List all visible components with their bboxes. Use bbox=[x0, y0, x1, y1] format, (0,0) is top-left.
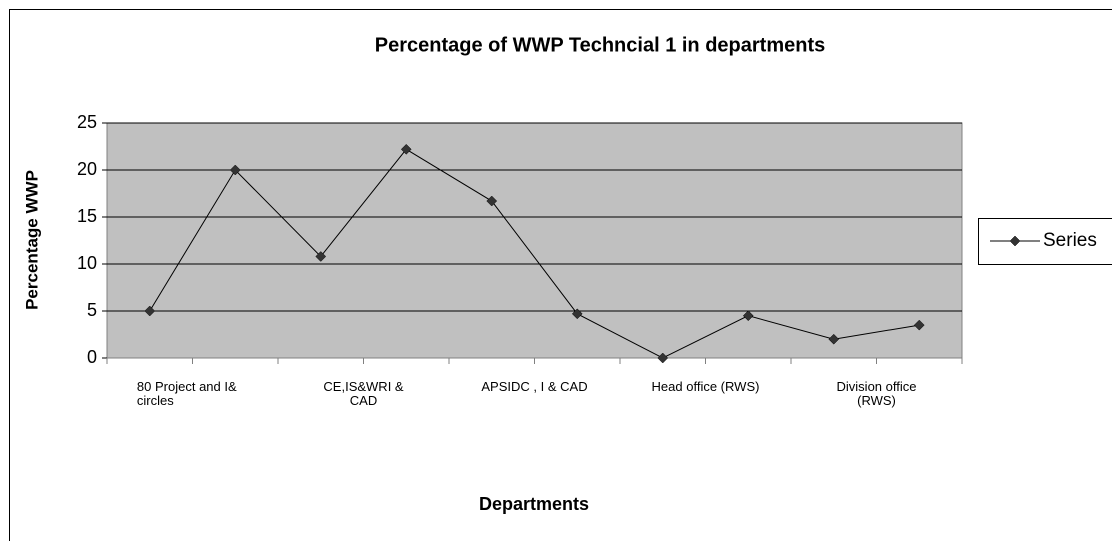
y-tick-label: 5 bbox=[87, 300, 97, 320]
marker bbox=[144, 305, 156, 317]
y-axis-title: Percentage WWP bbox=[22, 170, 41, 310]
x-axis-title: Departments bbox=[479, 494, 589, 514]
y-tick-label: 25 bbox=[77, 112, 97, 132]
marker bbox=[315, 251, 327, 262]
marker bbox=[657, 352, 669, 364]
x-tick-label: APSIDC , I & CAD bbox=[481, 379, 588, 394]
x-tick-label: CE,IS&WRI & CAD bbox=[323, 379, 404, 408]
y-tick-label: 0 bbox=[87, 347, 97, 367]
x-tick-label: 80 Project and I& circles bbox=[136, 379, 237, 408]
y-tick-label: 15 bbox=[77, 206, 97, 226]
marker bbox=[913, 319, 925, 331]
series-line bbox=[149, 148, 920, 359]
marker bbox=[571, 308, 583, 320]
chart-title: Percentage of WWP Techncial 1 in departm… bbox=[375, 34, 825, 56]
y-tick-label: 10 bbox=[77, 253, 97, 273]
legend-label: Series bbox=[1043, 230, 1097, 251]
marker bbox=[828, 333, 840, 345]
plot-area bbox=[106, 122, 963, 359]
marker bbox=[486, 195, 498, 207]
y-tick-label: 20 bbox=[77, 159, 97, 179]
x-tick-label: Head office (RWS) bbox=[651, 379, 760, 394]
marker bbox=[742, 310, 754, 322]
x-tick-label: Division office (RWS) bbox=[836, 379, 917, 408]
legend-marker bbox=[1009, 235, 1021, 247]
marker bbox=[229, 164, 241, 176]
marker bbox=[400, 143, 412, 155]
